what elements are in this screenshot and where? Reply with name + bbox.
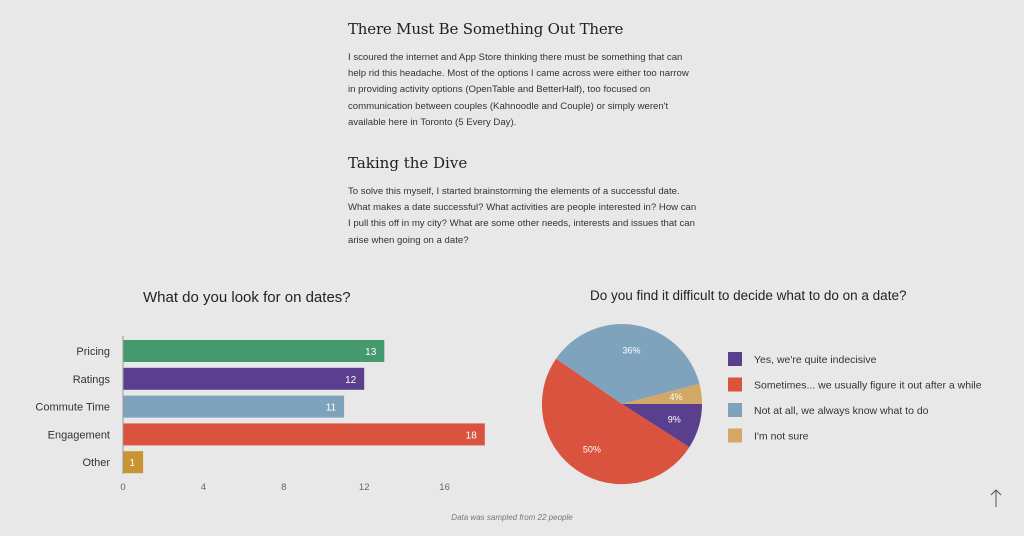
x-tick-label: 16	[439, 482, 450, 493]
section-body: To solve this myself, I started brainsto…	[348, 186, 697, 246]
pie-slice-not-sure	[622, 383, 702, 404]
pie-chart-title: Do you find it difficult to decide what …	[590, 288, 907, 303]
bar-value-label: 1	[130, 458, 136, 469]
pie-slice-not-at-all	[556, 324, 700, 404]
bar-value-label: 13	[365, 347, 377, 358]
legend-swatch	[728, 352, 742, 366]
bar-value-label: 12	[345, 375, 357, 386]
legend-swatch	[728, 403, 742, 417]
bar-chart-title: What do you look for on dates?	[143, 289, 351, 306]
bar-value-label: 18	[466, 430, 478, 441]
section-body: I scoured the internet and App Store thi…	[348, 52, 689, 128]
section-heading: There Must Be Something Out There	[348, 20, 624, 38]
pie-value-label: 9%	[668, 414, 681, 424]
x-tick-label: 12	[359, 482, 370, 493]
article-section-1: There Must Be Something Out There I scou…	[348, 20, 698, 131]
category-label: Pricing	[76, 346, 110, 358]
bar-ratings	[123, 367, 365, 390]
legend-label: I'm not sure	[754, 431, 809, 443]
pie-value-label: 50%	[583, 444, 601, 454]
bar-commute-time	[123, 395, 345, 418]
category-label: Other	[82, 457, 110, 469]
bar-value-label: 11	[326, 403, 337, 414]
section-heading: Taking the Dive	[348, 154, 468, 172]
x-tick-label: 0	[120, 482, 125, 493]
legend-label: Sometimes... we usually figure it out af…	[754, 380, 982, 392]
legend-label: Not at all, we always know what to do	[754, 405, 929, 417]
arrow-up-icon[interactable]	[988, 487, 1004, 509]
x-tick-label: 4	[201, 482, 206, 493]
pie-slice-sometimes	[541, 358, 690, 485]
bar-other	[123, 451, 144, 474]
pie-slice-yes	[622, 404, 702, 448]
footnote: Data was sampled from 22 people	[451, 513, 573, 522]
bar-engagement	[123, 423, 485, 446]
legend-swatch	[728, 428, 742, 443]
legend-swatch	[728, 377, 742, 392]
bar-pricing	[123, 340, 385, 362]
pie-value-label: 4%	[669, 392, 682, 402]
category-label: Ratings	[73, 374, 111, 386]
x-tick-label: 8	[281, 482, 286, 493]
category-label: Commute Time	[35, 402, 110, 414]
pie-value-label: 36%	[622, 345, 640, 355]
article-section-2: Taking the Dive To solve this myself, I …	[348, 154, 698, 249]
category-label: Engagement	[48, 429, 110, 441]
legend-label: Yes, we're quite indecisive	[754, 354, 877, 366]
